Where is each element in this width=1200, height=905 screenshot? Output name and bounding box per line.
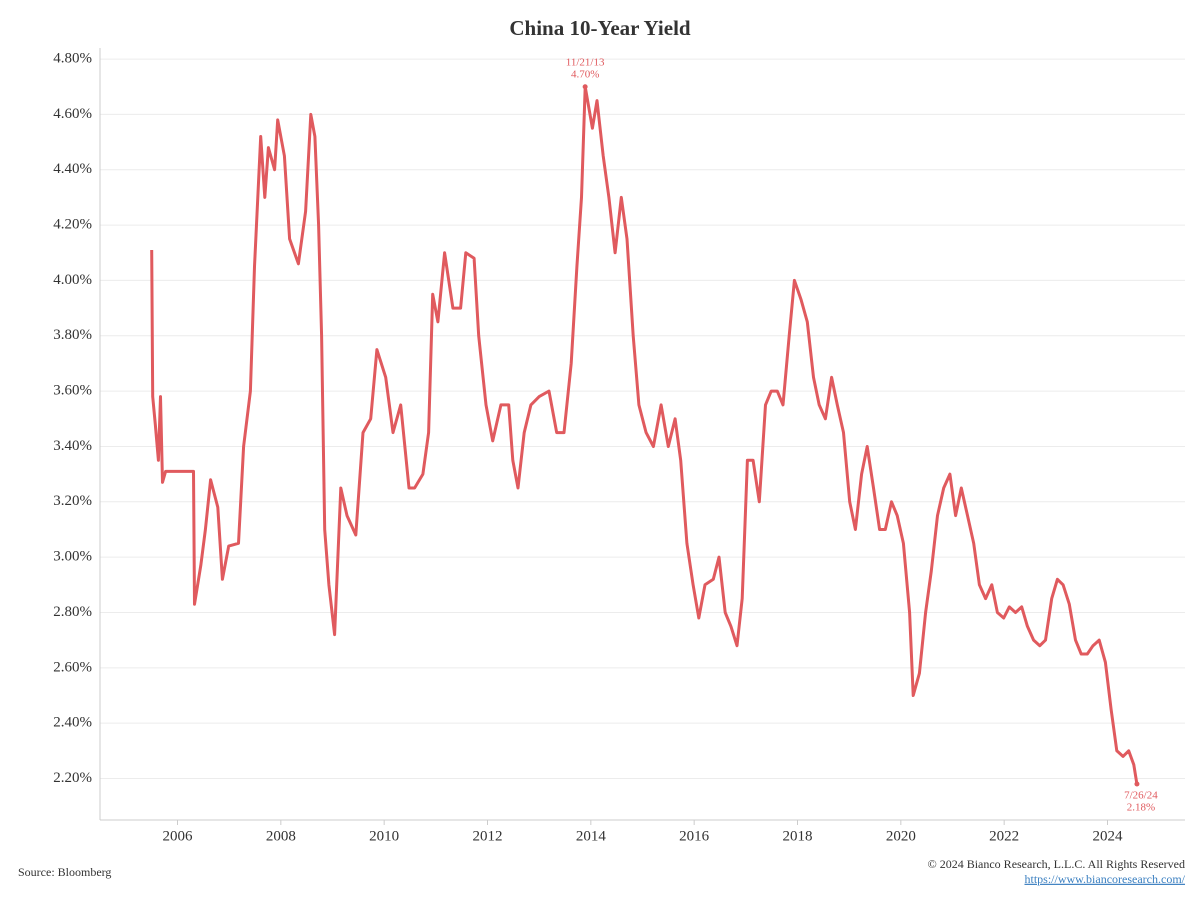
x-tick-label: 2012 bbox=[473, 828, 503, 844]
y-tick-label: 4.00% bbox=[53, 272, 92, 288]
y-tick-label: 3.60% bbox=[53, 383, 92, 399]
y-tick-label: 3.00% bbox=[53, 549, 92, 565]
x-tick-label: 2014 bbox=[576, 828, 607, 844]
annotation-point bbox=[1134, 781, 1140, 787]
chart-title: China 10-Year Yield bbox=[509, 16, 691, 40]
x-tick-label: 2008 bbox=[266, 828, 296, 844]
annotation-point bbox=[582, 84, 588, 90]
y-tick-label: 2.40% bbox=[53, 715, 92, 731]
y-tick-label: 3.80% bbox=[53, 327, 92, 343]
yield-line bbox=[150, 85, 1139, 785]
x-tick-label: 2020 bbox=[886, 828, 916, 844]
y-tick-label: 2.20% bbox=[53, 770, 92, 786]
x-tick-label: 2010 bbox=[369, 828, 399, 844]
y-tick-label: 3.40% bbox=[53, 438, 92, 454]
y-tick-label: 4.80% bbox=[53, 51, 92, 67]
x-tick-label: 2018 bbox=[783, 828, 813, 844]
x-tick-label: 2024 bbox=[1093, 828, 1124, 844]
y-tick-label: 4.40% bbox=[53, 161, 92, 177]
x-tick-label: 2016 bbox=[679, 828, 710, 844]
url-link[interactable]: https://www.biancoresearch.com/ bbox=[1024, 872, 1185, 886]
annotation-date: 11/21/13 bbox=[566, 56, 605, 68]
annotation-value: 4.70% bbox=[571, 68, 599, 80]
annotation-date: 7/26/24 bbox=[1124, 790, 1158, 802]
source: Source: Bloomberg bbox=[18, 865, 111, 879]
y-tick-label: 3.20% bbox=[53, 493, 92, 509]
x-tick-label: 2022 bbox=[989, 828, 1019, 844]
y-tick-label: 4.20% bbox=[53, 217, 92, 233]
copyright: © 2024 Bianco Research, L.L.C. All Right… bbox=[928, 857, 1185, 871]
annotation-value: 2.18% bbox=[1127, 802, 1155, 814]
y-tick-label: 2.60% bbox=[53, 659, 92, 675]
x-tick-label: 2006 bbox=[163, 828, 194, 844]
y-tick-label: 2.80% bbox=[53, 604, 92, 620]
y-tick-label: 4.60% bbox=[53, 106, 92, 122]
